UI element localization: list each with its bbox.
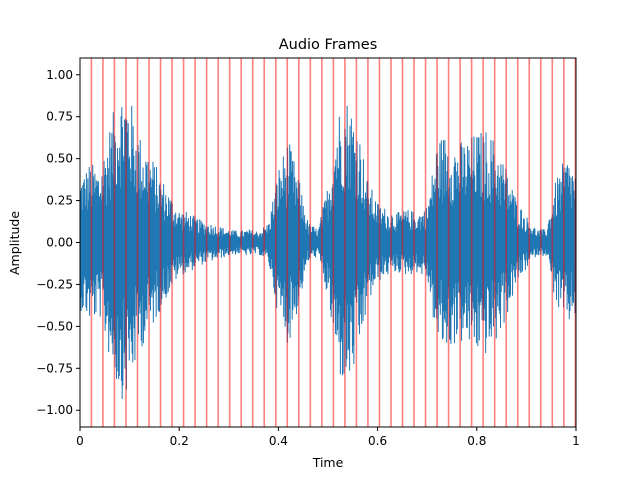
y-tick-label: 1.00 [46, 68, 73, 82]
x-tick-label: 0.4 [269, 434, 288, 448]
y-tick-label: 0.00 [46, 236, 73, 250]
y-tick-label: −1.00 [36, 403, 73, 417]
x-tick-label: 0.2 [170, 434, 189, 448]
x-axis: 0 0.2 0.4 0.6 0.8 1 [76, 427, 580, 448]
x-tick-label: 0.8 [467, 434, 486, 448]
y-tick-label: 0.75 [46, 110, 73, 124]
x-axis-label: Time [312, 455, 344, 470]
y-axis-label: Amplitude [7, 211, 22, 275]
y-tick-label: −0.75 [36, 361, 73, 375]
x-tick-label: 0.6 [368, 434, 387, 448]
y-tick-label: −0.25 [36, 277, 73, 291]
plot-area [80, 58, 576, 427]
waveform-line [80, 105, 576, 400]
chart-title: Audio Frames [279, 37, 378, 53]
axes-frame [79, 57, 577, 428]
x-tick-label: 1 [572, 434, 580, 448]
y-tick-label: 0.25 [46, 194, 73, 208]
y-tick-label: −0.50 [36, 319, 73, 333]
y-tick-label: 0.50 [46, 152, 73, 166]
y-axis: −1.00 −0.75 −0.50 −0.25 0.00 0.25 0.50 0.75 1.00 [36, 68, 80, 417]
x-tick-label: 0 [76, 434, 84, 448]
